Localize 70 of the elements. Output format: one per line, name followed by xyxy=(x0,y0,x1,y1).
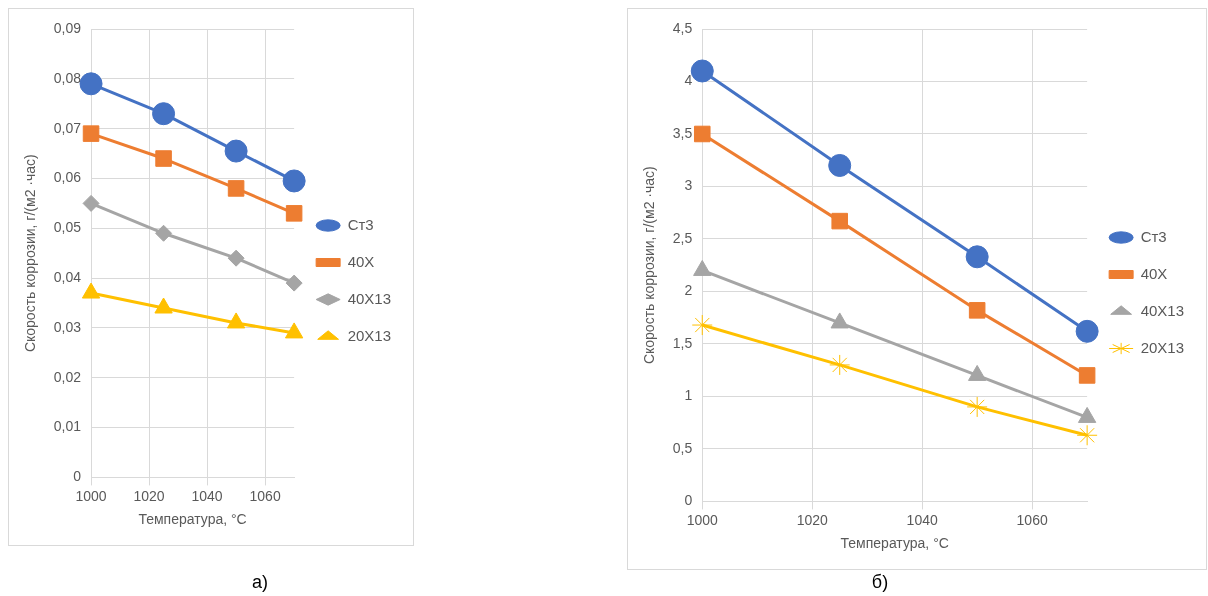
point xyxy=(227,249,245,267)
point xyxy=(152,102,176,126)
y-tick-label: 1,5 xyxy=(672,334,693,351)
point xyxy=(828,153,852,177)
y-tick-label: 0,02 xyxy=(53,368,82,385)
y-tick-label: 0,05 xyxy=(53,219,82,236)
point xyxy=(968,302,986,319)
y-tick-label: 0,03 xyxy=(53,318,82,335)
point xyxy=(224,139,248,163)
legend-label: Ст3 xyxy=(1140,227,1167,245)
x-tick-label: 1020 xyxy=(133,487,165,504)
legend-label: 40Х xyxy=(347,252,375,270)
point xyxy=(965,245,989,269)
y-tick-label: 0 xyxy=(684,492,693,509)
point xyxy=(966,396,988,418)
y-tick-label: 0,06 xyxy=(53,169,82,186)
y-tick-label: 0,01 xyxy=(53,418,82,435)
y-tick-label: 0 xyxy=(73,468,82,485)
y-axis-title: Скорость коррозии, г/(м2 ·час) xyxy=(22,154,39,353)
point xyxy=(82,194,100,212)
point xyxy=(693,125,711,143)
y-tick-label: 4 xyxy=(684,72,693,89)
point xyxy=(227,180,245,197)
legend-label: 40Х13 xyxy=(1140,301,1184,319)
point xyxy=(690,59,714,83)
point xyxy=(79,72,103,96)
point xyxy=(831,212,848,230)
legend-label: 20Х13 xyxy=(347,326,391,344)
y-axis-title: Скорость коррозии, г/(м2 ·час) xyxy=(641,166,658,365)
y-tick-label: 2,5 xyxy=(672,229,693,246)
legend-label: 40Х13 xyxy=(347,289,391,307)
text: б) xyxy=(870,572,890,593)
x-tick-label: 1000 xyxy=(75,487,107,504)
legend-label: 20Х13 xyxy=(1140,338,1184,356)
x-axis-title: Температура, °С xyxy=(138,511,247,528)
y-tick-label: 0,08 xyxy=(53,69,82,86)
point xyxy=(285,205,303,222)
point xyxy=(1075,319,1099,343)
y-tick-label: 0,5 xyxy=(672,439,693,456)
point xyxy=(282,169,306,193)
y-tick-label: 3,5 xyxy=(672,124,693,141)
legend-label: Ст3 xyxy=(347,215,374,233)
point xyxy=(82,125,100,142)
point xyxy=(285,274,303,292)
y-tick-label: 4,5 xyxy=(672,19,693,36)
y-tick-label: 2 xyxy=(684,282,693,299)
point xyxy=(1078,367,1096,384)
point xyxy=(155,150,172,167)
y-tick-label: 0,09 xyxy=(53,19,82,36)
y-tick-label: 0,07 xyxy=(53,119,82,136)
text: а) xyxy=(251,572,269,593)
x-tick-label: 1040 xyxy=(906,511,938,528)
point xyxy=(829,354,851,376)
point xyxy=(81,282,101,299)
y-tick-label: 3 xyxy=(684,177,693,194)
x-tick-label: 1020 xyxy=(796,511,828,528)
point xyxy=(155,224,173,242)
x-tick-label: 1060 xyxy=(249,487,281,504)
point xyxy=(1076,424,1098,446)
x-tick-label: 1000 xyxy=(686,511,719,528)
point xyxy=(154,297,173,314)
point xyxy=(284,322,304,339)
point xyxy=(226,312,246,329)
x-tick-label: 1060 xyxy=(1016,511,1048,528)
y-tick-label: 0,04 xyxy=(53,268,82,285)
point xyxy=(691,314,713,336)
y-tick-label: 1 xyxy=(684,387,693,404)
legend-label: 40Х xyxy=(1140,264,1168,282)
x-axis-title: Температура, °С xyxy=(840,535,949,552)
x-tick-label: 1040 xyxy=(191,487,223,504)
